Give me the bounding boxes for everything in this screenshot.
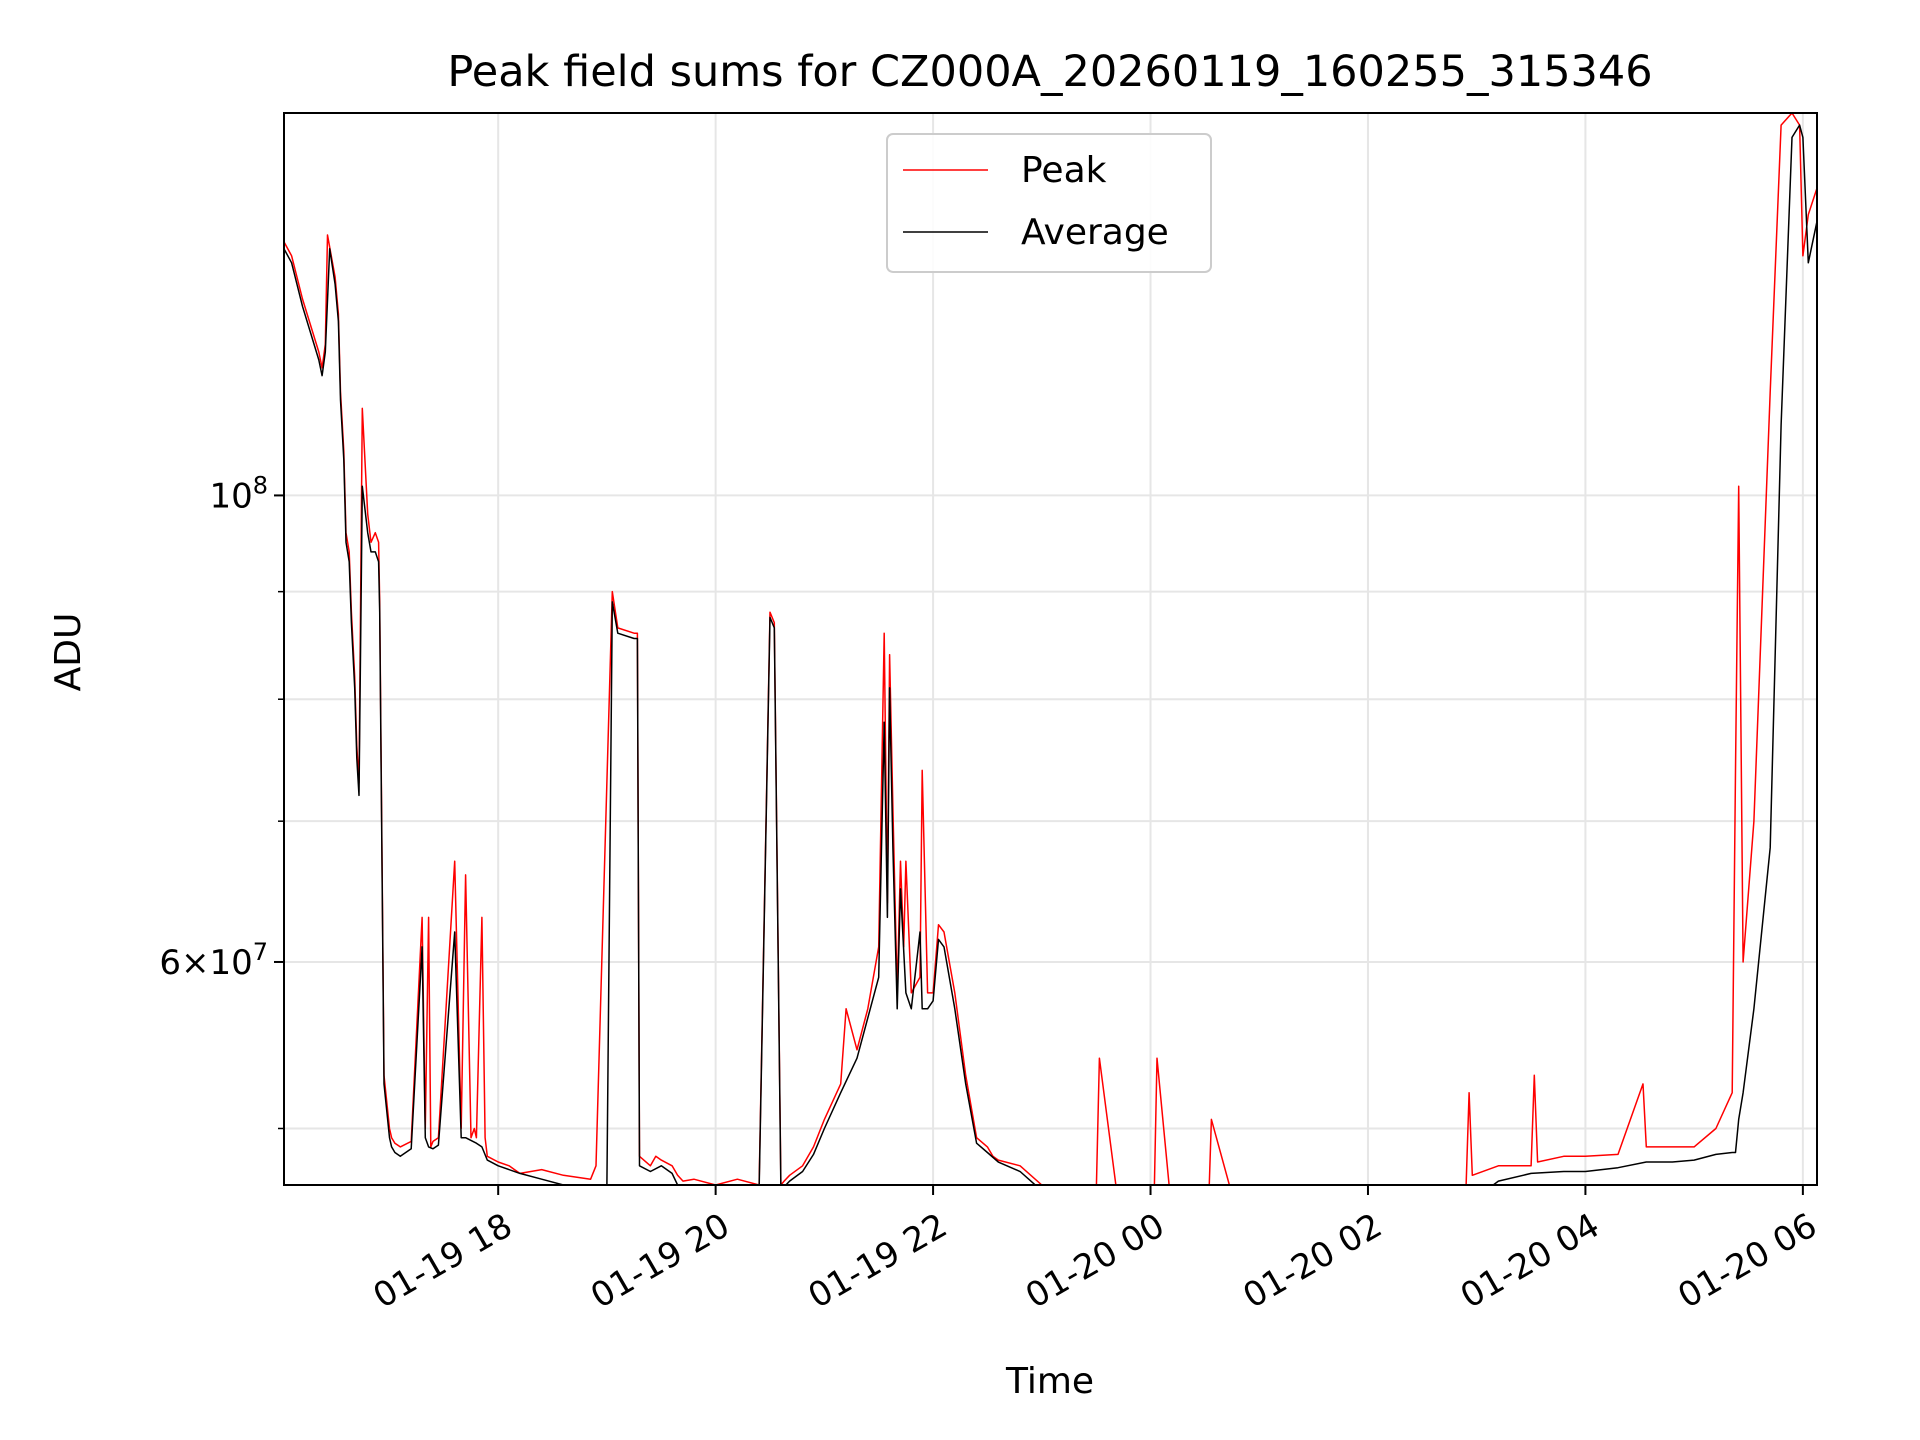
y-axis-label: ADU	[48, 613, 89, 692]
series-line-peak	[284, 113, 1817, 1185]
plot-frame	[283, 112, 1818, 1186]
grid	[284, 113, 1817, 1185]
legend-label-average: Average	[1021, 212, 1169, 253]
y-tick-label: 108	[209, 471, 268, 516]
y-tick-label: 6×107	[159, 938, 268, 983]
legend-box	[886, 133, 1212, 273]
legend: Peak Average	[886, 133, 1212, 273]
x-axis-label: Time	[1005, 1361, 1094, 1402]
legend-label-peak: Peak	[1021, 150, 1107, 191]
series-line-average	[284, 124, 1817, 1185]
chart-title: Peak field sums for CZ000A_20260119_1602…	[447, 47, 1652, 97]
series-layer	[284, 113, 1817, 1185]
